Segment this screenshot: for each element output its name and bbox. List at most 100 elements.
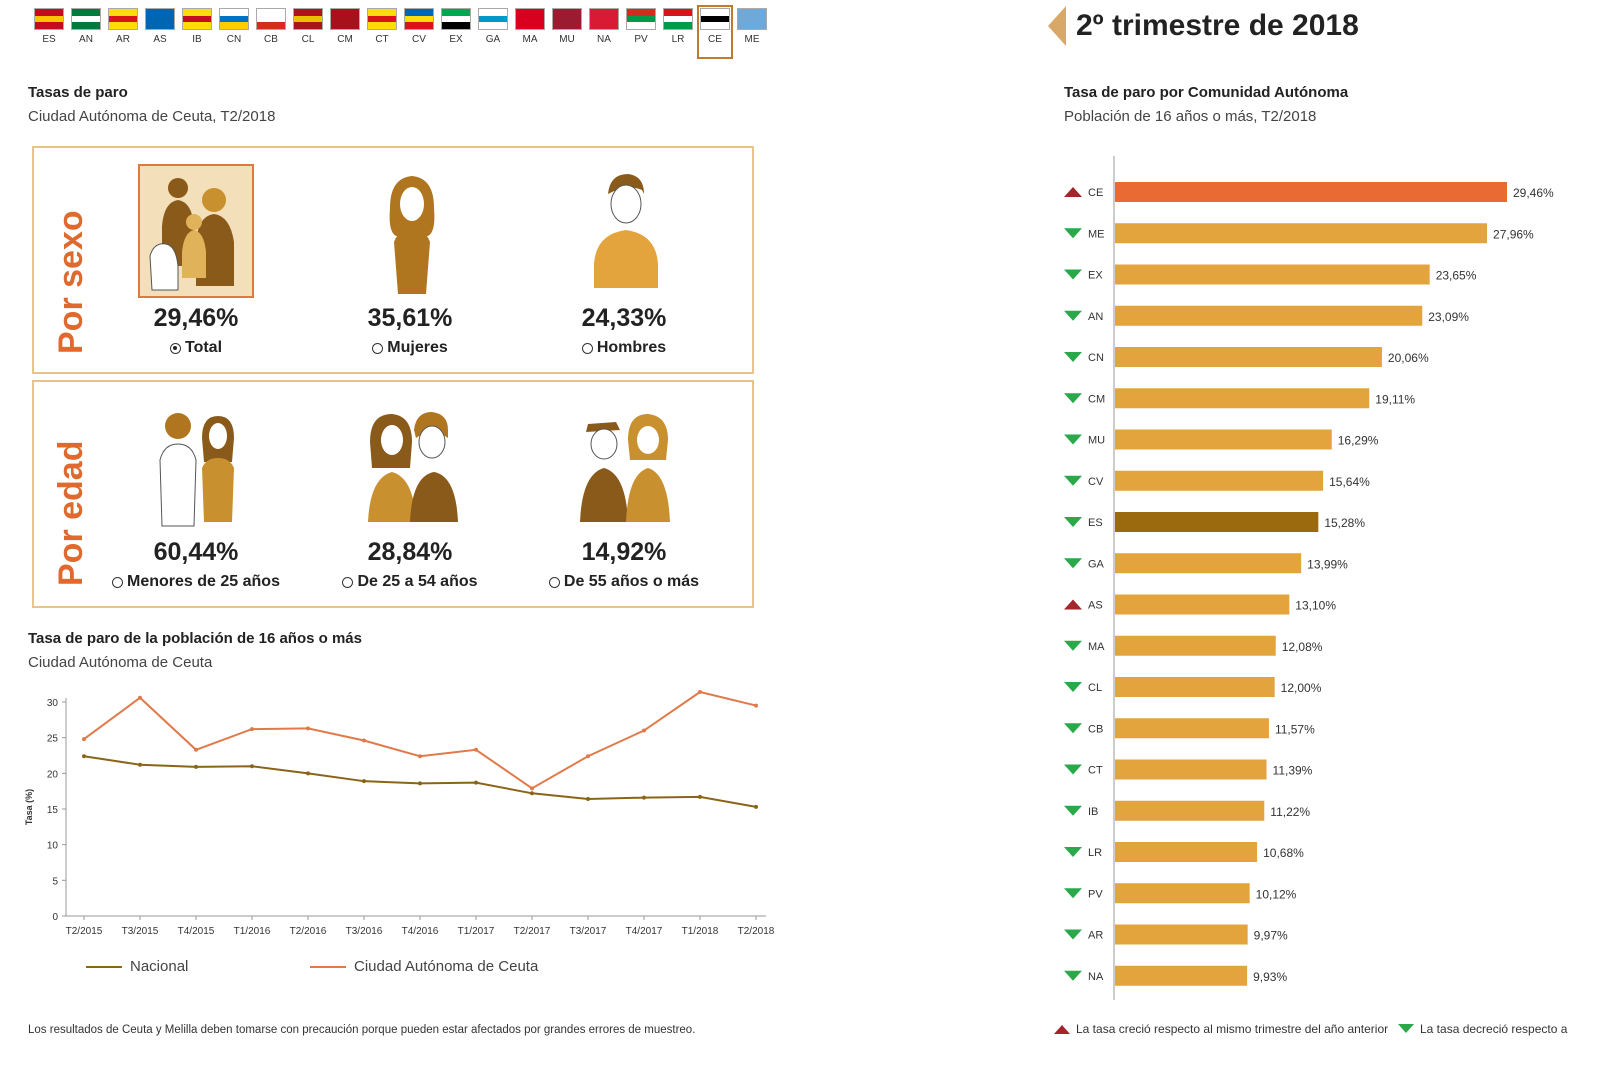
data-point-nacional[interactable] [418, 781, 422, 786]
flag-cn-icon[interactable] [219, 8, 249, 30]
data-point-nacional[interactable] [586, 797, 590, 802]
flag-mu[interactable]: MU [552, 8, 582, 56]
data-point-nacional[interactable] [194, 764, 198, 769]
flag-cv-icon[interactable] [404, 8, 434, 30]
bar-es[interactable] [1115, 512, 1319, 532]
bar-ce[interactable] [1115, 182, 1507, 202]
flag-es-icon[interactable] [34, 8, 64, 30]
data-point-nacional[interactable] [82, 754, 86, 759]
bar-lr[interactable] [1115, 842, 1258, 862]
flag-as-icon[interactable] [145, 8, 175, 30]
mujeres-radio-option[interactable]: Mujeres [372, 339, 448, 357]
bar-ct[interactable] [1115, 759, 1267, 780]
data-point-ceuta[interactable] [418, 754, 422, 759]
radio-icon[interactable] [342, 576, 354, 588]
flag-lr-icon[interactable] [663, 8, 693, 30]
bar-ar[interactable] [1115, 924, 1248, 945]
flag-ma[interactable]: MA [515, 8, 545, 56]
bar-cb[interactable] [1115, 718, 1269, 739]
data-point-nacional[interactable] [306, 771, 310, 776]
bar-cm[interactable] [1115, 388, 1370, 409]
flag-ct[interactable]: CT [367, 8, 397, 56]
flag-me[interactable]: ME [737, 8, 767, 56]
flag-ma-icon[interactable] [515, 8, 545, 30]
data-point-ceuta[interactable] [530, 786, 534, 791]
card-mujeres[interactable]: 35,61% Mujeres [320, 164, 500, 359]
bar-na[interactable] [1115, 965, 1248, 986]
55-mas-radio-option[interactable]: De 55 años o más [548, 573, 699, 591]
bar-ma[interactable] [1115, 635, 1276, 656]
flag-es[interactable]: ES [34, 8, 64, 56]
bar-ex[interactable] [1115, 264, 1430, 285]
data-point-ceuta[interactable] [82, 737, 86, 742]
data-point-ceuta[interactable] [586, 754, 590, 759]
bar-cn[interactable] [1115, 347, 1382, 367]
radio-icon[interactable] [581, 342, 593, 354]
flag-ex-icon[interactable] [441, 8, 471, 30]
flag-na[interactable]: NA [589, 8, 619, 56]
flag-mu-icon[interactable] [552, 8, 582, 30]
radio-icon[interactable] [372, 342, 384, 354]
flag-lr[interactable]: LR [663, 8, 693, 56]
bar-as[interactable] [1115, 594, 1290, 615]
family-icon[interactable] [138, 164, 254, 298]
data-point-ceuta[interactable] [194, 747, 198, 752]
flag-cl-icon[interactable] [293, 8, 323, 30]
hombres-radio-option[interactable]: Hombres [581, 339, 666, 357]
flag-ar-icon[interactable] [108, 8, 138, 30]
flag-ex[interactable]: EX [441, 8, 471, 56]
flag-ib-icon[interactable] [182, 8, 212, 30]
data-point-nacional[interactable] [698, 794, 702, 799]
data-point-ceuta[interactable] [306, 726, 310, 731]
data-point-ceuta[interactable] [754, 703, 758, 708]
flag-cm-icon[interactable] [330, 8, 360, 30]
data-point-ceuta[interactable] [250, 727, 254, 732]
flag-ga[interactable]: GA [478, 8, 508, 56]
bar-cl[interactable] [1115, 677, 1275, 697]
flag-as[interactable]: AS [145, 8, 175, 56]
data-point-ceuta[interactable] [642, 728, 646, 733]
data-point-nacional[interactable] [474, 780, 478, 785]
data-point-ceuta[interactable] [474, 747, 478, 752]
adults-icon[interactable] [352, 398, 468, 532]
seniors-icon[interactable] [566, 398, 682, 532]
radio-icon[interactable] [548, 576, 560, 588]
flag-ce-icon[interactable] [700, 8, 730, 30]
woman-icon[interactable] [352, 164, 468, 298]
man-icon[interactable] [566, 164, 682, 298]
card-hombres[interactable]: 24,33% Hombres [534, 164, 714, 359]
menores-25-radio-option[interactable]: Menores de 25 años [112, 573, 280, 591]
data-point-ceuta[interactable] [362, 738, 366, 743]
flag-ar[interactable]: AR [108, 8, 138, 56]
series-line-ceuta[interactable] [83, 690, 757, 790]
flag-ga-icon[interactable] [478, 8, 508, 30]
data-point-nacional[interactable] [138, 762, 142, 767]
radio-icon[interactable] [112, 576, 124, 588]
flag-ct-icon[interactable] [367, 8, 397, 30]
legend-nacional[interactable]: Nacional [86, 958, 188, 975]
flag-cl[interactable]: CL [293, 8, 323, 56]
bar-ib[interactable] [1115, 800, 1265, 821]
card-menores-25[interactable]: 60,44% Menores de 25 años [106, 398, 286, 593]
25-54-radio-option[interactable]: De 25 a 54 años [342, 573, 478, 591]
flag-pv-icon[interactable] [626, 8, 656, 30]
previous-period-arrow-icon[interactable] [1048, 6, 1066, 46]
bar-pv[interactable] [1115, 883, 1250, 904]
data-point-nacional[interactable] [642, 795, 646, 800]
flag-an[interactable]: AN [71, 8, 101, 56]
data-point-nacional[interactable] [250, 764, 254, 769]
bar-mu[interactable] [1115, 429, 1332, 450]
flag-ce[interactable]: CE [697, 5, 733, 59]
total-radio-option[interactable]: Total [169, 339, 222, 357]
flag-me-icon[interactable] [737, 8, 767, 30]
flag-cn[interactable]: CN [219, 8, 249, 56]
bar-ga[interactable] [1115, 553, 1302, 574]
flag-pv[interactable]: PV [626, 8, 656, 56]
flag-cb[interactable]: CB [256, 8, 286, 56]
data-point-ceuta[interactable] [138, 695, 142, 700]
bar-an[interactable] [1115, 305, 1423, 326]
data-point-nacional[interactable] [362, 779, 366, 784]
bar-cv[interactable] [1115, 470, 1324, 491]
data-point-nacional[interactable] [530, 791, 534, 796]
card-25-54[interactable]: 28,84% De 25 a 54 años [320, 398, 500, 593]
